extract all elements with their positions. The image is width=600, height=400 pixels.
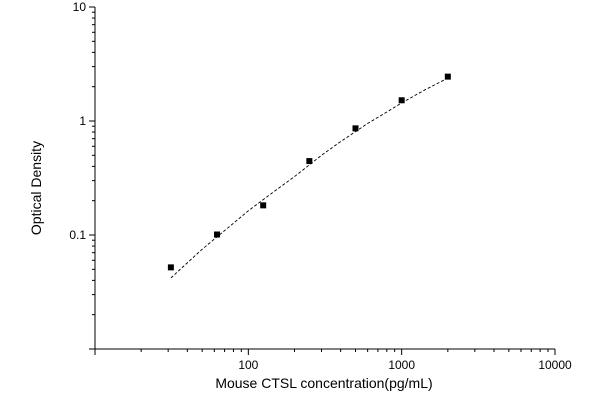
data-point — [352, 125, 359, 132]
plot-axes — [94, 7, 555, 350]
y-tick-label: 1 — [79, 114, 86, 128]
y-tick-label: 0.1 — [69, 228, 86, 242]
fit-curve-group — [170, 77, 449, 279]
y-tick-label: 10 — [73, 0, 87, 14]
x-tick-label: 1000 — [388, 358, 415, 372]
y-axis-label: Optical Density — [28, 141, 44, 235]
data-point — [167, 264, 174, 271]
axis-ticks: 100 1000 10000 0.1 1 10 — [69, 0, 572, 372]
x-axis-label: Mouse CTSL concentration(pg/mL) — [215, 375, 432, 391]
x-tick-label: 100 — [238, 358, 258, 372]
x-tick-label: 10000 — [538, 358, 572, 372]
data-points — [167, 73, 451, 271]
fit-curve — [170, 77, 449, 279]
data-point — [214, 231, 221, 238]
data-point — [444, 73, 451, 80]
data-point — [398, 97, 405, 104]
data-point — [306, 158, 313, 165]
data-point — [260, 202, 267, 209]
